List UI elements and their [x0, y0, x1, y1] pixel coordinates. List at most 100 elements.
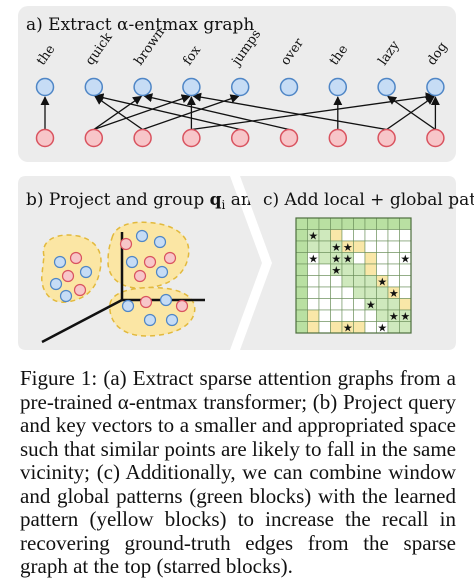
matrix-cell-global — [295, 229, 308, 242]
matrix-cell-global — [295, 275, 308, 288]
axis-down-left — [41, 298, 123, 344]
matrix-cell-local — [318, 240, 331, 253]
matrix-cell-learned — [330, 229, 343, 242]
matrix-cell-learned — [399, 298, 412, 311]
matrix-cell-global — [295, 286, 308, 299]
key-point — [139, 295, 153, 309]
panel-b-title-prefix: b) Project and group — [26, 190, 210, 210]
star-icon: ★ — [343, 252, 353, 265]
query-node — [35, 77, 55, 97]
matrix-cell-local — [353, 286, 366, 299]
star-icon: ★ — [400, 310, 410, 323]
matrix-cell-local — [399, 321, 412, 334]
matrix-cell-local — [387, 298, 400, 311]
query-point — [155, 265, 169, 279]
matrix-cell-local — [364, 275, 377, 288]
matrix-cell — [353, 229, 366, 242]
matrix-cell-global — [295, 252, 308, 265]
panel-c-title: c) Add local + global patterns — [263, 190, 474, 210]
query-node — [230, 77, 250, 97]
query-node — [84, 77, 104, 97]
projected-points — [49, 229, 189, 327]
matrix-cell-local — [353, 275, 366, 288]
star-icon: ★ — [377, 321, 387, 334]
matrix-cell — [330, 309, 343, 322]
attention-edge — [387, 95, 436, 131]
matrix-cell — [318, 286, 331, 299]
matrix-cell — [364, 309, 377, 322]
panel-b: b) Project and group qi and kj — [18, 176, 284, 350]
matrix-cell — [353, 309, 366, 322]
matrix-cell — [307, 286, 320, 299]
matrix-cell — [376, 240, 389, 253]
matrix-cell — [341, 229, 354, 242]
bottom-nodes — [35, 128, 445, 148]
attention-edges — [40, 92, 440, 131]
query-point — [153, 235, 167, 249]
matrix-cell — [318, 263, 331, 276]
key-point — [163, 251, 177, 265]
key-node — [35, 128, 55, 148]
attention-edge — [94, 93, 241, 131]
figure-caption: Figure 1: (a) Extract sparse attention g… — [20, 366, 456, 578]
matrix-cell — [399, 229, 412, 242]
key-node — [230, 128, 250, 148]
matrix-cell-learned — [353, 240, 366, 253]
matrix-cell-learned — [307, 321, 320, 334]
query-node — [279, 77, 299, 97]
matrix-cell-local — [387, 321, 400, 334]
matrix-cell-local — [318, 252, 331, 265]
query-point — [79, 265, 93, 279]
matrix-cell — [387, 252, 400, 265]
matrix-cell-global — [295, 217, 308, 230]
matrix-cell — [318, 275, 331, 288]
key-point — [73, 283, 87, 297]
attention-edge — [93, 95, 143, 131]
star-icon: ★ — [400, 252, 410, 265]
key-point — [133, 269, 147, 283]
query-point — [125, 255, 139, 269]
matrix-cell-global — [330, 217, 343, 230]
matrix-cell-global — [295, 298, 308, 311]
attention-edge — [191, 92, 387, 131]
matrix-cell-local — [353, 263, 366, 276]
key-node — [328, 128, 348, 148]
key-point — [175, 299, 189, 313]
matrix-cell-local — [318, 229, 331, 242]
matrix-cell-global — [353, 217, 366, 230]
matrix-border — [295, 217, 412, 334]
query-node — [377, 77, 396, 97]
matrix-cell — [330, 286, 343, 299]
key-node — [279, 128, 299, 148]
key-node — [133, 128, 152, 148]
matrix-cell — [353, 252, 366, 265]
query-node — [328, 77, 348, 97]
matrix-cell — [341, 298, 354, 311]
query-subscript: i — [222, 198, 226, 212]
matrix-cell — [399, 240, 412, 253]
matrix-cell — [376, 263, 389, 276]
matrix-cell-global — [295, 309, 308, 322]
matrix-cell-learned — [353, 321, 366, 334]
star-icon: ★ — [343, 241, 353, 254]
matrix-cell-global — [318, 217, 331, 230]
key-point — [119, 237, 133, 251]
query-point — [165, 313, 179, 327]
matrix-cell — [364, 240, 377, 253]
attention-edge — [386, 95, 435, 131]
matrix-cell — [307, 275, 320, 288]
key-point — [69, 251, 83, 265]
matrix-cell — [318, 298, 331, 311]
matrix-cell — [376, 229, 389, 242]
panel-b-title: b) Project and group qi and kj — [26, 190, 284, 212]
key-point — [61, 269, 75, 283]
star-icon: ★ — [331, 252, 341, 265]
matrix-cell-global — [295, 263, 308, 276]
matrix-cell-learned — [307, 309, 320, 322]
matrix-cell-local — [376, 309, 389, 322]
matrix-cell-local — [364, 286, 377, 299]
query-point — [121, 299, 135, 313]
matrix-cell-local — [376, 298, 389, 311]
query-point — [53, 255, 67, 269]
matrix-cell-global — [295, 321, 308, 334]
